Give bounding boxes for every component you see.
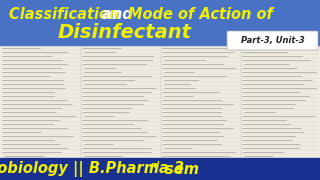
Text: Mode of Action of: Mode of Action of bbox=[128, 7, 273, 22]
Text: Classification: Classification bbox=[9, 7, 124, 22]
Text: and: and bbox=[102, 7, 138, 22]
Text: Disinfectant: Disinfectant bbox=[58, 23, 192, 42]
Text: Microbiology || B.Pharma 3: Microbiology || B.Pharma 3 bbox=[0, 161, 184, 177]
Bar bbox=[0, 0, 320, 45]
Text: rd: rd bbox=[151, 161, 160, 170]
Text: sem: sem bbox=[160, 161, 199, 177]
Bar bbox=[0, 158, 320, 180]
Text: Part-3, Unit-3: Part-3, Unit-3 bbox=[241, 36, 304, 45]
Bar bbox=[0, 45, 320, 158]
FancyBboxPatch shape bbox=[227, 31, 318, 50]
